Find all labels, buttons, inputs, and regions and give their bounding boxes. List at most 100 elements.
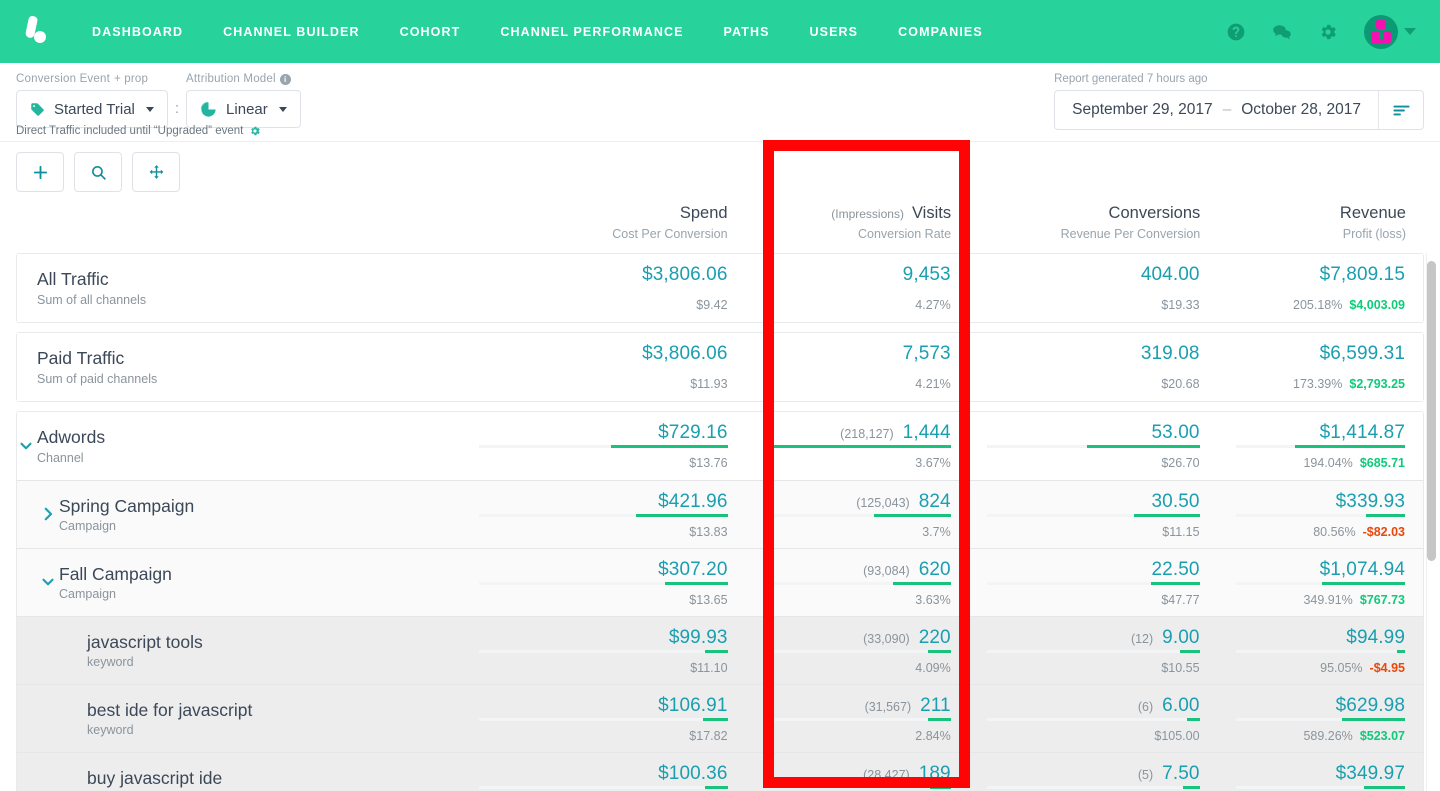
revenue-value[interactable]: $629.98 — [1335, 694, 1405, 716]
spend-cell: $100.36$13.38 — [461, 753, 745, 791]
table-row[interactable]: best ide for javascript keyword $106.91 $17… — [17, 684, 1423, 752]
table-body: All Traffic Sum of all channels $3,806.06 $… — [0, 253, 1440, 791]
column-header-visits[interactable]: (Impressions) Visits Conversion Rate — [746, 204, 970, 241]
spend-top: $421.96 — [658, 491, 727, 513]
spend-value[interactable]: $99.93 — [668, 626, 728, 648]
column-header-spend[interactable]: Spend Cost Per Conversion — [461, 204, 746, 241]
spend-value[interactable]: $3,806.06 — [642, 343, 728, 364]
spend-bar-fill — [665, 581, 728, 585]
date-range-picker[interactable]: September 29, 2017 – October 28, 2017 — [1054, 90, 1424, 130]
visits-value[interactable]: 9,453 — [902, 264, 951, 285]
attribution-model-select[interactable]: Linear — [186, 90, 301, 128]
visits-value[interactable]: 220 — [918, 626, 951, 648]
row-name[interactable]: Adwords — [37, 427, 106, 448]
add-prop-link[interactable]: + prop — [113, 73, 149, 85]
conversions-value[interactable]: 30.50 — [1151, 490, 1200, 512]
help-icon[interactable] — [1226, 22, 1246, 42]
column-header-conversions[interactable]: Conversions Revenue Per Conversion — [969, 204, 1218, 241]
revenue-bar-fill — [1321, 581, 1405, 585]
row-name[interactable]: All Traffic — [37, 269, 109, 290]
revenue-value[interactable]: $1,074.94 — [1319, 558, 1405, 580]
nav-link-channel-performance[interactable]: CHANNEL PERFORMANCE — [500, 24, 684, 39]
conversions-value[interactable]: 319.08 — [1140, 343, 1200, 364]
visits-value[interactable]: 211 — [920, 694, 951, 716]
nav-link-companies[interactable]: COMPANIES — [898, 24, 983, 39]
revenue-value[interactable]: $349.97 — [1335, 762, 1405, 784]
row-name[interactable]: Fall Campaign — [59, 563, 172, 584]
spend-value[interactable]: $307.20 — [658, 558, 728, 580]
visits-bar-fill — [928, 717, 951, 721]
visits-top: (28,427) 189 — [863, 763, 951, 785]
date-range-dates[interactable]: September 29, 2017 – October 28, 2017 — [1055, 91, 1378, 129]
visits-value[interactable]: 620 — [918, 558, 951, 580]
row-name[interactable]: buy javascript ide — [87, 767, 223, 788]
conversions-value[interactable]: 404.00 — [1140, 264, 1200, 285]
spend-value[interactable]: $421.96 — [658, 490, 728, 512]
spend-value[interactable]: $100.36 — [658, 762, 728, 784]
chat-icon[interactable] — [1272, 22, 1292, 42]
date-range-block: Report generated 7 hours ago September 2… — [1054, 73, 1424, 130]
vertical-scrollbar-track[interactable] — [1426, 253, 1438, 791]
rearrange-button[interactable] — [132, 152, 180, 192]
conversions-bar-track — [986, 717, 1200, 721]
conversions-cell: 319.08 $20.68 — [969, 333, 1218, 401]
conversions-value[interactable]: 6.00 — [1162, 694, 1200, 716]
column-header-revenue[interactable]: Revenue Profit (loss) — [1218, 204, 1424, 241]
column-header-name[interactable] — [16, 204, 461, 241]
visits-value[interactable]: 189 — [918, 762, 951, 784]
spend-value[interactable]: $729.16 — [658, 422, 728, 443]
visits-bottom: 4.21% — [915, 377, 950, 391]
table-row[interactable]: buy javascript idekeyword$100.36$13.38 (2… — [17, 752, 1423, 791]
revenue-value[interactable]: $7,809.15 — [1319, 264, 1405, 285]
nav-link-paths[interactable]: PATHS — [723, 24, 770, 39]
spend-cell: $3,806.06 $9.42 — [461, 254, 745, 322]
nav-link-users[interactable]: USERS — [809, 24, 859, 39]
visits-value[interactable]: 824 — [918, 490, 951, 512]
app-logo-icon[interactable] — [14, 11, 56, 53]
conversion-event-select[interactable]: Started Trial — [16, 90, 168, 128]
revenue-value[interactable]: $94.99 — [1346, 626, 1405, 648]
spend-value[interactable]: $3,806.06 — [642, 264, 728, 285]
conversions-value[interactable]: 9.00 — [1162, 626, 1200, 648]
revenue-value[interactable]: $6,599.31 — [1319, 343, 1405, 364]
row-name[interactable]: javascript tools — [87, 631, 203, 652]
info-icon[interactable]: i — [279, 73, 291, 85]
conversions-value[interactable]: 7.50 — [1162, 762, 1200, 784]
row-name[interactable]: Spring Campaign — [59, 495, 195, 516]
visits-value[interactable]: 7,573 — [902, 343, 951, 364]
visits-value[interactable]: 1,444 — [902, 422, 951, 443]
conversions-value[interactable]: 53.00 — [1151, 422, 1200, 443]
add-row-button[interactable] — [16, 152, 64, 192]
avatar[interactable] — [1364, 14, 1398, 49]
table-row[interactable]: Adwords Channel $729.16 $13.76 (218,127) 1,44… — [17, 412, 1423, 480]
nav-link-channel-builder[interactable]: CHANNEL BUILDER — [223, 24, 360, 39]
table-row[interactable]: javascript tools keyword $99.93 $11.10 (33,0… — [17, 616, 1423, 684]
visits-top: (31,567) 211 — [865, 695, 951, 717]
visits-bar-track — [763, 581, 951, 585]
spend-value[interactable]: $106.91 — [658, 694, 728, 716]
spend-cell: $307.20 $13.65 — [461, 549, 745, 617]
chevron-down-icon[interactable] — [1404, 28, 1416, 35]
expand-toggle-icon[interactable] — [39, 505, 57, 523]
table-row[interactable]: Spring Campaign Campaign $421.96 $13.83 (125… — [17, 480, 1423, 548]
table-row[interactable]: All Traffic Sum of all channels $3,806.06 $… — [17, 254, 1423, 322]
table-row[interactable]: Fall Campaign Campaign $307.20 $13.65 (93,08… — [17, 548, 1423, 616]
nav-link-dashboard[interactable]: DASHBOARD — [92, 24, 184, 39]
date-range-options-button[interactable] — [1378, 91, 1423, 129]
revenue-percent: 173.39% — [1293, 377, 1343, 391]
revenue-value[interactable]: $339.93 — [1335, 490, 1405, 512]
row-name[interactable]: Paid Traffic — [37, 348, 125, 369]
row-group: All Traffic Sum of all channels $3,806.06 $… — [16, 253, 1424, 323]
gear-icon[interactable] — [249, 125, 261, 137]
user-menu[interactable] — [1364, 14, 1416, 49]
search-button[interactable] — [74, 152, 122, 192]
table-row[interactable]: Paid Traffic Sum of paid channels $3,806.0… — [17, 333, 1423, 401]
revenue-value[interactable]: $1,414.87 — [1319, 422, 1405, 443]
conversions-value[interactable]: 22.50 — [1151, 558, 1200, 580]
vertical-scrollbar-thumb[interactable] — [1427, 261, 1436, 561]
gear-icon[interactable] — [1318, 22, 1338, 42]
collapse-toggle-icon[interactable] — [17, 437, 35, 455]
row-name[interactable]: best ide for javascript — [87, 699, 253, 720]
nav-link-cohort[interactable]: COHORT — [399, 24, 461, 39]
collapse-toggle-icon[interactable] — [39, 573, 57, 591]
